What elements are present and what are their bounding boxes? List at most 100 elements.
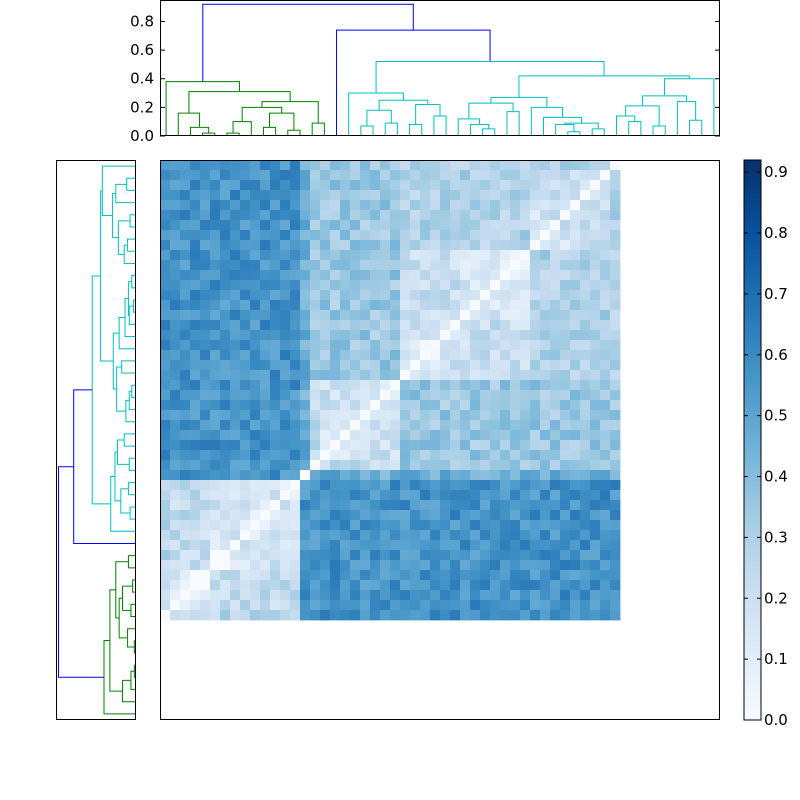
heatmap-cell bbox=[300, 410, 311, 421]
heatmap-cell bbox=[460, 270, 471, 281]
heatmap-cell bbox=[370, 510, 381, 521]
heatmap-cell bbox=[210, 290, 221, 301]
heatmap-cell bbox=[410, 200, 421, 211]
heatmap-cell bbox=[340, 270, 351, 281]
heatmap-cell bbox=[230, 410, 241, 421]
heatmap-cell bbox=[430, 320, 441, 331]
heatmap-cell bbox=[410, 500, 421, 511]
heatmap-cell bbox=[570, 480, 581, 491]
heatmap-cell bbox=[370, 530, 381, 541]
heatmap-cell bbox=[500, 230, 511, 241]
heatmap-cell bbox=[430, 370, 441, 381]
colorbar-segment bbox=[744, 575, 761, 581]
heatmap-cell bbox=[240, 530, 251, 541]
heatmap-cell bbox=[300, 340, 311, 351]
colorbar-segment bbox=[744, 286, 761, 292]
heatmap-cell bbox=[180, 550, 191, 561]
heatmap-cell bbox=[180, 480, 191, 491]
heatmap-cell bbox=[160, 420, 171, 431]
heatmap-cell bbox=[440, 470, 451, 481]
heatmap-cell bbox=[440, 330, 451, 341]
heatmap-cell bbox=[220, 380, 231, 391]
colorbar-segment bbox=[744, 496, 761, 502]
heatmap-cell bbox=[380, 170, 391, 181]
heatmap-cell bbox=[160, 430, 171, 441]
heatmap-cell bbox=[540, 470, 551, 481]
heatmap-cell bbox=[320, 190, 331, 201]
heatmap-cell bbox=[190, 270, 201, 281]
heatmap-cell bbox=[530, 600, 541, 611]
heatmap-cell bbox=[550, 170, 561, 181]
heatmap-cell bbox=[260, 190, 271, 201]
heatmap-cell bbox=[340, 360, 351, 371]
heatmap-cell bbox=[420, 260, 431, 271]
heatmap-cell bbox=[360, 350, 371, 361]
heatmap-cell bbox=[540, 420, 551, 431]
heatmap-cell bbox=[500, 200, 511, 211]
heatmap-cell bbox=[230, 560, 241, 571]
heatmap-cell bbox=[240, 270, 251, 281]
heatmap-cell bbox=[380, 570, 391, 581]
heatmap-cell bbox=[610, 250, 621, 261]
heatmap-cell bbox=[510, 550, 521, 561]
heatmap-cell bbox=[340, 350, 351, 361]
heatmap-cell bbox=[460, 290, 471, 301]
heatmap-cell bbox=[420, 360, 431, 371]
heatmap-cell bbox=[340, 320, 351, 331]
heatmap-cell bbox=[270, 300, 281, 311]
heatmap-cell bbox=[580, 360, 591, 371]
heatmap-cell bbox=[410, 260, 421, 271]
heatmap-cell bbox=[560, 400, 571, 411]
heatmap-cell bbox=[570, 490, 581, 501]
heatmap-cell bbox=[600, 400, 611, 411]
heatmap-cell bbox=[170, 370, 181, 381]
heatmap-cell bbox=[170, 230, 181, 241]
heatmap-cell bbox=[560, 390, 571, 401]
heatmap-cell bbox=[400, 160, 411, 171]
colorbar-tick-label: 0.2 bbox=[764, 589, 788, 607]
heatmap-cell bbox=[260, 470, 271, 481]
heatmap-cell bbox=[300, 380, 311, 391]
heatmap-cell bbox=[320, 210, 331, 221]
heatmap-cell bbox=[560, 420, 571, 431]
heatmap-cell bbox=[380, 450, 391, 461]
heatmap-cell bbox=[380, 320, 391, 331]
heatmap-cell bbox=[550, 230, 561, 241]
heatmap-cell bbox=[520, 290, 531, 301]
heatmap-cell bbox=[200, 560, 211, 571]
heatmap-cell bbox=[510, 230, 521, 241]
heatmap-cell bbox=[520, 190, 531, 201]
heatmap-cell bbox=[270, 560, 281, 571]
heatmap-cell bbox=[390, 230, 401, 241]
heatmap-cell bbox=[260, 550, 271, 561]
heatmap-cell bbox=[330, 230, 341, 241]
heatmap-cell bbox=[480, 570, 491, 581]
heatmap-cell bbox=[470, 380, 481, 391]
heatmap-cell bbox=[290, 210, 301, 221]
heatmap-cell bbox=[230, 330, 241, 341]
heatmap-cell bbox=[490, 500, 501, 511]
heatmap-cell bbox=[350, 400, 361, 411]
heatmap-cell bbox=[400, 600, 411, 611]
heatmap-cell bbox=[470, 290, 481, 301]
heatmap-cell bbox=[290, 520, 301, 531]
heatmap-cell bbox=[310, 320, 321, 331]
heatmap-cell bbox=[270, 360, 281, 371]
heatmap-cell bbox=[490, 610, 501, 621]
colorbar-segment bbox=[744, 692, 761, 698]
heatmap-cell bbox=[400, 300, 411, 311]
heatmap-cell bbox=[510, 420, 521, 431]
heatmap-cell bbox=[460, 350, 471, 361]
heatmap-cell bbox=[560, 360, 571, 371]
heatmap-cell bbox=[340, 470, 351, 481]
heatmap-cell bbox=[270, 510, 281, 521]
heatmap-cell bbox=[410, 530, 421, 541]
heatmap-cell bbox=[310, 290, 321, 301]
heatmap-cell bbox=[430, 520, 441, 531]
heatmap-cell bbox=[220, 490, 231, 501]
heatmap-cell bbox=[480, 170, 491, 181]
heatmap-cell bbox=[480, 470, 491, 481]
heatmap-cell bbox=[380, 370, 391, 381]
heatmap-cell bbox=[270, 350, 281, 361]
heatmap-cell bbox=[300, 480, 311, 491]
